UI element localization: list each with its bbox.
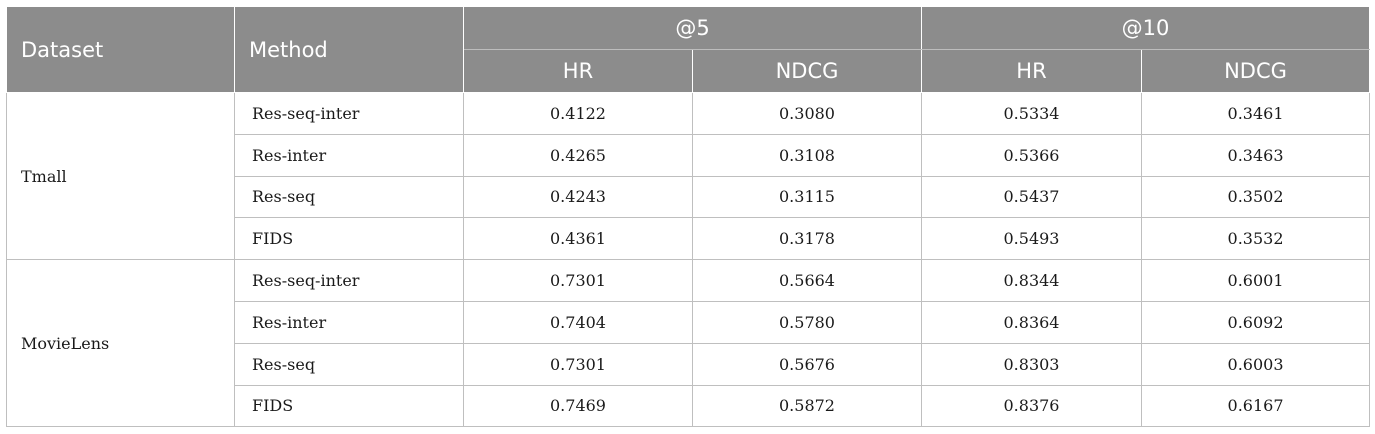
method-cell: Res-inter — [234, 300, 464, 344]
value-cell-hr10: 0.8364 — [921, 300, 1142, 344]
table-row: Tmall Res-seq-inter 0.4122 0.3080 0.5334 0.34… — [6, 91, 1371, 261]
method-cell: FIDS — [234, 217, 464, 261]
value-cell-ndcg10: 0.3502 — [1140, 175, 1371, 219]
table-row: Res-seq 0.7301 0.5676 0.8303 0.6003 — [7, 342, 1371, 386]
group-header-at10: @10 — [920, 6, 1371, 50]
metric-header-ndcg5: NDCG — [692, 49, 922, 93]
method-cell: Res-seq — [234, 342, 464, 386]
value-cell-hr5: 0.7301 — [463, 342, 693, 386]
method-cell: Res-seq-inter — [234, 259, 464, 302]
table-body: Tmall Res-seq-inter 0.4122 0.3080 0.5334 0.34… — [6, 91, 1371, 428]
dataset-header: Dataset — [6, 6, 235, 93]
value-cell-ndcg10: 0.6092 — [1140, 300, 1371, 344]
dataset-cell: MovieLens — [6, 259, 235, 428]
value-cell-ndcg5: 0.3080 — [692, 92, 922, 135]
value-cell-ndcg5: 0.5872 — [692, 384, 922, 428]
metric-header-hr10: HR — [921, 49, 1142, 93]
value-cell-ndcg10: 0.6167 — [1140, 384, 1371, 428]
value-cell-hr5: 0.4265 — [463, 133, 693, 177]
value-cell-hr5: 0.4361 — [463, 217, 693, 261]
value-cell-hr5: 0.4122 — [463, 92, 693, 135]
value-cell-ndcg5: 0.3115 — [692, 175, 922, 219]
method-cell: FIDS — [234, 384, 464, 428]
value-cell-ndcg10: 0.3461 — [1140, 92, 1371, 135]
table-row: FIDS 0.4361 0.3178 0.5493 0.3532 — [7, 217, 1371, 261]
table-row: Res-seq 0.4243 0.3115 0.5437 0.3502 — [7, 175, 1371, 219]
value-cell-ndcg5: 0.5664 — [692, 259, 922, 302]
value-cell-hr10: 0.5334 — [921, 92, 1142, 135]
method-cell: Res-seq — [234, 175, 464, 219]
metric-header-ndcg10: NDCG — [1140, 49, 1371, 93]
value-cell-ndcg5: 0.3178 — [692, 217, 922, 261]
value-cell-ndcg5: 0.5780 — [692, 300, 922, 344]
table-row: MovieLens Res-seq-inter 0.7301 0.5664 0.8344… — [6, 259, 1371, 428]
value-cell-ndcg10: 0.3463 — [1140, 133, 1371, 177]
value-cell-hr10: 0.5437 — [921, 175, 1142, 219]
value-cell-hr5: 0.4243 — [463, 175, 693, 219]
metric-header-hr5: HR — [463, 49, 693, 93]
group-header-at5: @5 — [463, 6, 922, 50]
value-cell-ndcg10: 0.3532 — [1140, 217, 1371, 261]
value-cell-ndcg5: 0.3108 — [692, 133, 922, 177]
value-cell-ndcg10: 0.6001 — [1140, 259, 1371, 302]
method-cell: Res-inter — [234, 133, 464, 177]
table-row: FIDS 0.7469 0.5872 0.8376 0.6167 — [7, 384, 1371, 428]
value-cell-hr10: 0.5493 — [921, 217, 1142, 261]
value-cell-hr5: 0.7469 — [463, 384, 693, 428]
value-cell-ndcg5: 0.5676 — [692, 342, 922, 386]
value-cell-hr10: 0.8344 — [921, 259, 1142, 302]
value-cell-ndcg10: 0.6003 — [1140, 342, 1371, 386]
value-cell-hr5: 0.7301 — [463, 259, 693, 302]
method-header: Method — [234, 6, 464, 93]
value-cell-hr10: 0.5366 — [921, 133, 1142, 177]
value-cell-hr10: 0.8376 — [921, 384, 1142, 428]
value-cell-hr10: 0.8303 — [921, 342, 1142, 386]
value-cell-hr5: 0.7404 — [463, 300, 693, 344]
table-header: Dataset Method @5 @10 HR NDCG HR NDCG — [6, 6, 1371, 93]
table-row: Res-inter 0.4265 0.3108 0.5366 0.3463 — [7, 133, 1371, 177]
method-cell: Res-seq-inter — [234, 92, 464, 135]
dataset-cell: Tmall — [6, 91, 235, 261]
table-row: Res-inter 0.7404 0.5780 0.8364 0.6092 — [7, 300, 1371, 344]
results-table: Dataset Method @5 @10 HR NDCG HR NDCG Tm… — [6, 6, 1371, 428]
